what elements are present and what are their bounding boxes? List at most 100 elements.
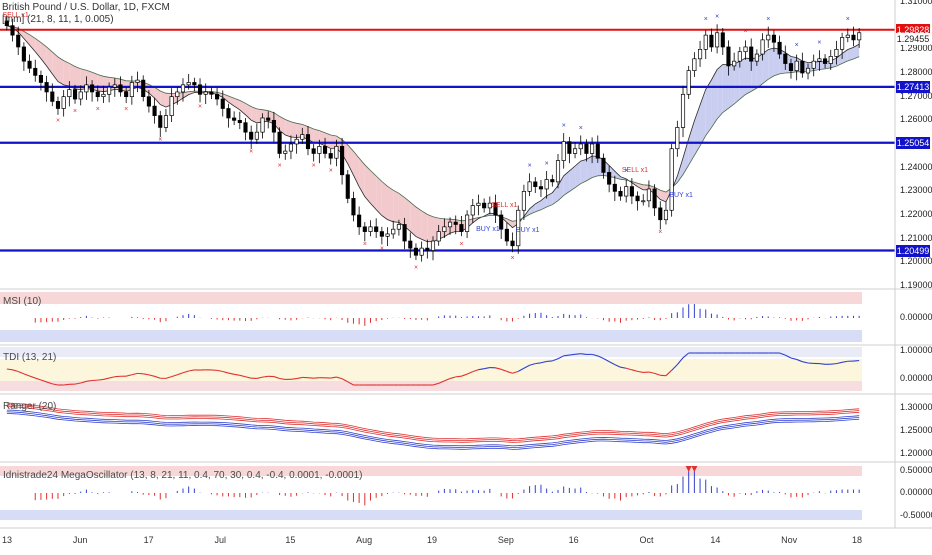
candle-body	[96, 92, 99, 97]
candle-body	[11, 26, 14, 35]
tdi-line-segment	[853, 361, 859, 362]
candle-body	[198, 85, 201, 94]
candle-body	[335, 146, 338, 158]
candle-body	[62, 97, 65, 109]
candle-body	[426, 248, 429, 250]
candle-body	[227, 109, 230, 118]
sell-x-marker: ×	[96, 106, 100, 113]
ma-cloud-segment	[734, 61, 740, 104]
candle-body	[215, 94, 218, 99]
candle-body	[278, 132, 281, 153]
tdi-axis-tick: 0.00000	[900, 373, 932, 383]
candle-body	[721, 33, 724, 47]
candle-body	[823, 59, 826, 64]
ma-cloud-segment	[399, 193, 405, 226]
candle-body	[420, 248, 423, 255]
price-axis-tick: 1.23000	[900, 185, 932, 195]
candle-body	[102, 94, 105, 96]
ma-cloud-segment	[717, 64, 723, 119]
sell-x-marker: ×	[658, 229, 662, 236]
date-axis-label: Jun	[73, 535, 88, 545]
candle-body	[238, 120, 241, 122]
candle-body	[45, 82, 48, 91]
ranger-axis-tick: 1.25000	[900, 425, 932, 435]
candle-body	[664, 210, 667, 219]
tdi-line-segment	[314, 378, 320, 379]
buy-x-marker: ×	[715, 14, 719, 21]
sell-x-marker: ×	[363, 241, 367, 248]
sell-x-marker: ×	[459, 241, 463, 248]
ma-cloud-segment	[581, 159, 587, 183]
candle-body	[181, 85, 184, 92]
ma-cloud-segment	[410, 202, 416, 236]
buy-x-marker: ×	[766, 16, 770, 23]
candle-body	[676, 127, 679, 148]
candle-body	[460, 224, 463, 231]
tdi-lower-zone	[0, 381, 862, 391]
candle-body	[659, 208, 662, 220]
candle-body	[852, 35, 855, 40]
candle-body	[142, 80, 145, 97]
candle-body	[573, 149, 576, 154]
ma-cloud-segment	[64, 61, 70, 86]
ma-cloud-segment	[763, 50, 769, 84]
sell-x-marker: ×	[511, 255, 515, 262]
candle-body	[761, 40, 764, 54]
candle-body	[22, 47, 25, 61]
candle-body	[806, 68, 809, 73]
candle-body	[437, 232, 440, 241]
support-price-tag: 1.20499	[896, 245, 930, 257]
candle-body	[312, 149, 315, 154]
sell-x-marker: ×	[56, 118, 60, 125]
candle-body	[28, 61, 31, 68]
candle-body	[147, 97, 150, 106]
candle-body	[397, 224, 400, 229]
date-axis-label: 13	[2, 535, 12, 545]
sell-x-marker: ×	[414, 264, 418, 271]
candle-body	[829, 56, 832, 63]
candle-body	[431, 241, 434, 250]
candle-body	[562, 142, 565, 161]
candle-body	[653, 189, 656, 208]
ma-cloud-segment	[768, 48, 774, 79]
candle-body	[681, 94, 684, 127]
candle-body	[755, 54, 758, 61]
candle-body	[56, 101, 59, 108]
buy-x-marker: ×	[545, 160, 549, 167]
msi-overbought-zone	[0, 292, 862, 304]
candle-body	[159, 116, 162, 128]
candle-body	[454, 222, 457, 224]
candle-body	[505, 229, 508, 241]
date-axis-label: 19	[427, 535, 437, 545]
candle-body	[357, 215, 360, 227]
candle-body	[306, 135, 309, 149]
price-axis-tick: 1.22000	[900, 209, 932, 219]
tdi-line-segment	[569, 354, 575, 355]
candle-body	[73, 90, 76, 99]
ma-cloud-segment	[291, 122, 297, 138]
buy-x-marker: ×	[744, 28, 748, 35]
sell-x-marker: ×	[124, 106, 128, 113]
candle-body	[619, 191, 622, 196]
sell-x-marker: ×	[380, 246, 384, 253]
tdi-upper-zone	[0, 347, 862, 357]
candle-body	[107, 87, 110, 94]
buy-signal-label: BUY x1	[516, 227, 540, 234]
sell-x-marker: ×	[158, 137, 162, 144]
candle-body	[284, 151, 287, 153]
date-axis-label: 18	[852, 535, 862, 545]
candle-body	[363, 227, 366, 232]
candle-body	[778, 42, 781, 54]
buy-signal-label: BUY x1	[476, 226, 500, 233]
sell-x-marker: ×	[198, 104, 202, 111]
candle-body	[249, 132, 252, 139]
candle-body	[443, 227, 446, 232]
candle-body	[846, 35, 849, 37]
candle-body	[448, 222, 451, 227]
price-axis-tick: 1.29000	[900, 43, 932, 53]
tdi-line-segment	[581, 354, 587, 355]
candle-body	[670, 149, 673, 211]
candle-body	[772, 35, 775, 42]
candle-body	[545, 180, 548, 189]
candle-body	[693, 59, 696, 71]
